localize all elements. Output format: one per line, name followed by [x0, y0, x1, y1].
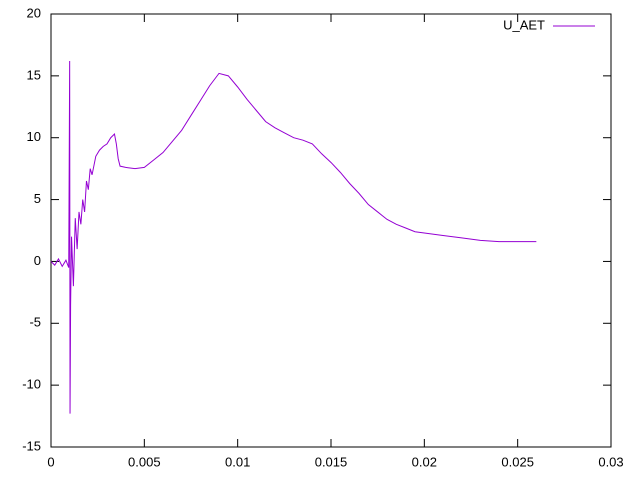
x-tick-label: 0.03	[598, 454, 623, 469]
x-tick-label: 0.015	[315, 454, 348, 469]
y-tick-label: 0	[34, 253, 41, 268]
y-tick-label: 20	[27, 5, 41, 20]
x-tick-label: 0.005	[128, 454, 161, 469]
y-tick-label: -10	[22, 377, 41, 392]
y-tick-label: 10	[27, 129, 41, 144]
plot-border	[50, 13, 612, 448]
legend-label: U_AET	[503, 17, 545, 32]
x-tick-label: 0.01	[225, 454, 250, 469]
data-line	[50, 61, 537, 414]
y-tick-label: -5	[29, 315, 41, 330]
y-tick-label: 15	[27, 67, 41, 82]
y-tick-label: -15	[22, 438, 41, 453]
x-tick-label: 0.02	[412, 454, 437, 469]
y-tick-label: 5	[34, 191, 41, 206]
x-tick-label: 0	[47, 454, 54, 469]
x-tick-label: 0.025	[501, 454, 534, 469]
